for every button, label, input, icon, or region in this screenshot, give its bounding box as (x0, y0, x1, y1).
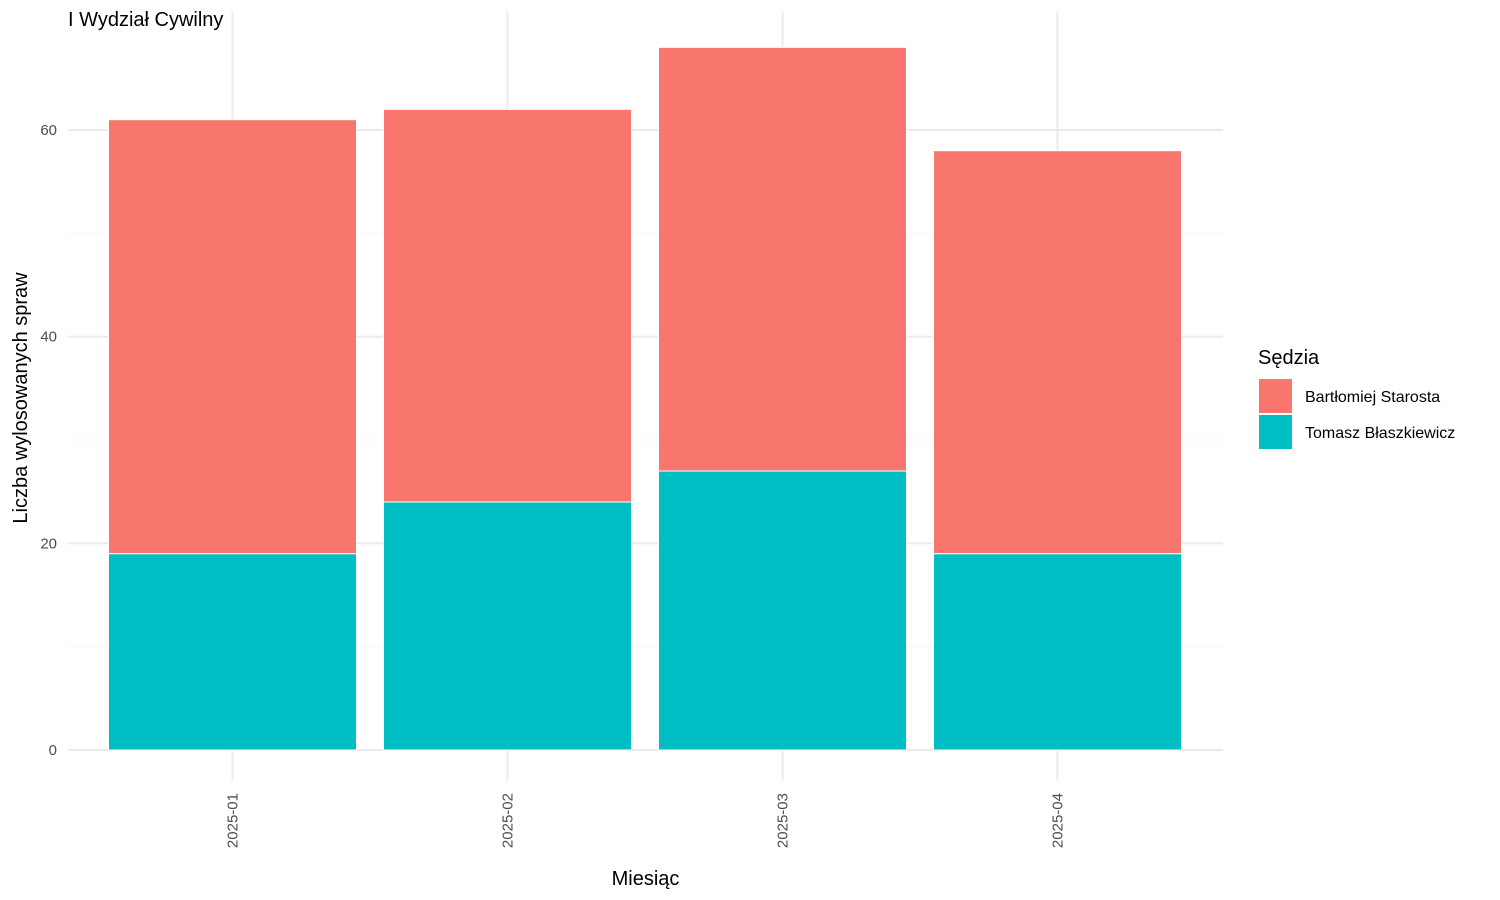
x-tick-label: 2025-04 (1050, 793, 1067, 848)
legend-swatch (1259, 379, 1292, 413)
y-tick-label: 40 (40, 329, 57, 346)
bar-segment (383, 501, 632, 751)
x-tick-label: 2025-03 (775, 793, 792, 848)
bar-segment (108, 119, 357, 555)
bar-segment (933, 553, 1182, 751)
bar-segment (108, 553, 357, 751)
legend-items: Bartłomiej Starosta Tomasz Błaszkiewicz (1259, 379, 1455, 449)
bar-segment (658, 470, 907, 751)
y-axis-title: Liczba wylosowanych spraw (10, 272, 32, 524)
bars (108, 46, 1182, 751)
legend-label: Tomasz Błaszkiewicz (1305, 425, 1455, 442)
x-axis-title: Miesiąc (612, 868, 680, 890)
x-axis-ticks: 2025-01 2025-02 2025-03 2025-04 (225, 793, 1067, 848)
legend-swatch (1259, 415, 1292, 449)
y-tick-label: 20 (40, 535, 57, 552)
legend: Sędzia Bartłomiej Starosta Tomasz Błaszki… (1258, 347, 1455, 449)
chart-title: I Wydział Cywilny (68, 9, 223, 31)
bar-segment (658, 46, 907, 472)
x-tick-label: 2025-02 (500, 793, 517, 848)
legend-title: Sędzia (1258, 347, 1320, 369)
bar-segment (383, 108, 632, 503)
y-axis-ticks: 0 20 40 60 (40, 122, 57, 759)
y-tick-label: 60 (40, 122, 57, 139)
y-tick-label: 0 (49, 742, 57, 759)
bar-segment (933, 150, 1182, 555)
legend-label: Bartłomiej Starosta (1305, 389, 1440, 406)
x-tick-label: 2025-01 (225, 793, 242, 848)
